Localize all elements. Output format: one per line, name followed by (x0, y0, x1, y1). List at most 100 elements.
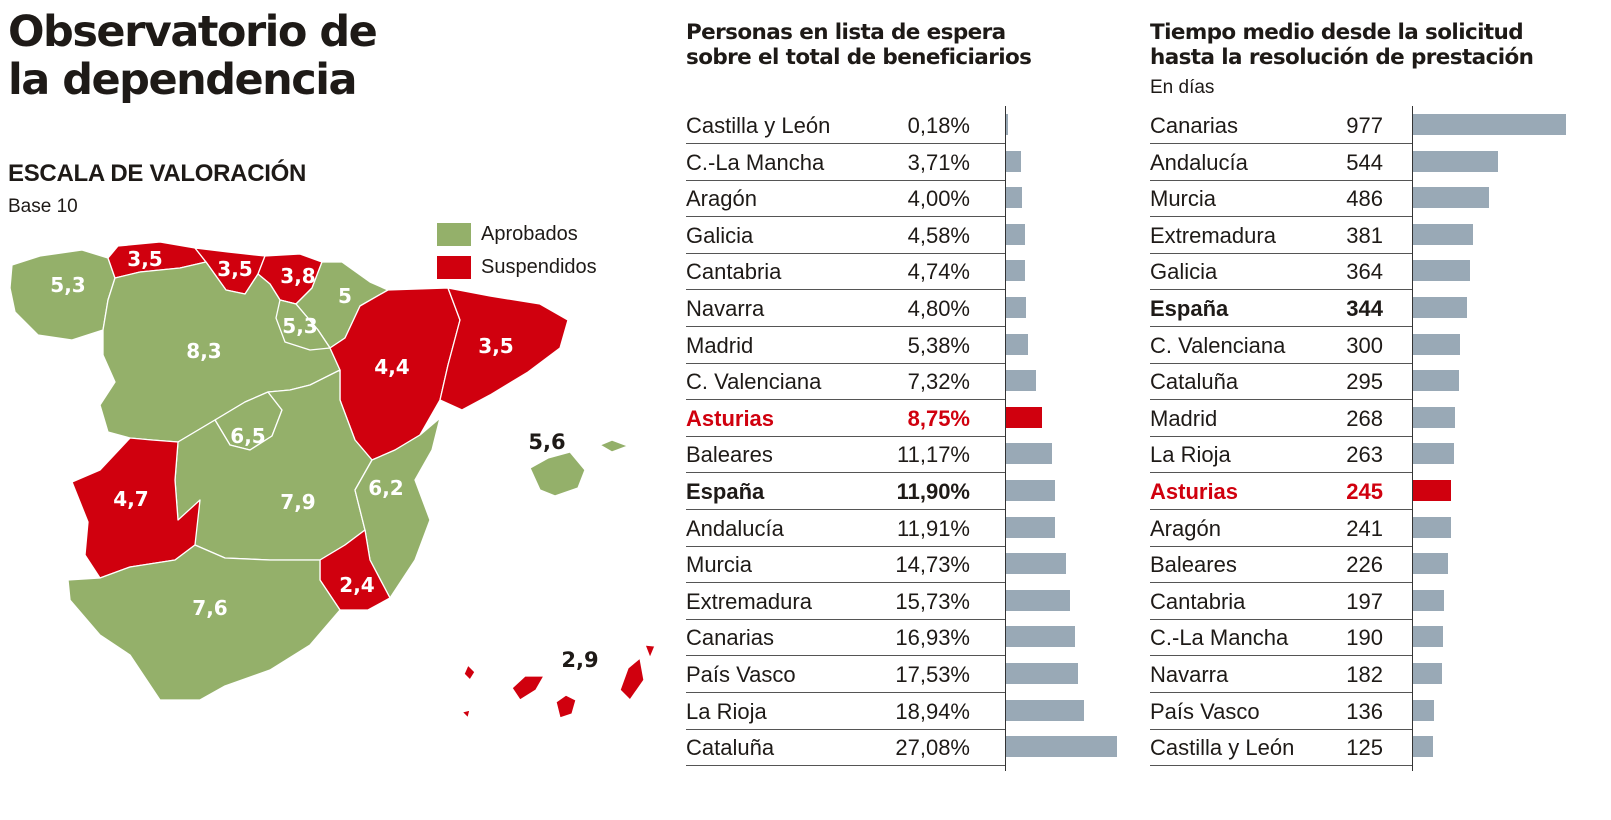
chart2-value-label: 241 (1346, 515, 1383, 541)
chart1-category-label: Aragón (686, 186, 757, 212)
chart2-value-label: 486 (1346, 186, 1383, 212)
chart2-value-label: 226 (1346, 552, 1383, 578)
chart2-row-la-rioja: La Rioja 263 (1150, 435, 1455, 474)
chart1-value-label: 5,38% (907, 332, 970, 358)
chart1-value-label: 16,93% (895, 625, 970, 651)
chart1-category-label: España (686, 479, 765, 504)
map-legend: Aprobados Suspendidos (437, 218, 597, 284)
chart2-value-label: 197 (1346, 588, 1383, 614)
chart2-bar-castilla-y-leon (1413, 736, 1433, 758)
chart2-row-c-valenciana: C. Valenciana 300 (1150, 326, 1460, 364)
chart1-bar-c-valenciana (1006, 370, 1036, 392)
chart2-value-label: 344 (1346, 296, 1383, 321)
chart1-value-label: 11,90% (896, 479, 970, 504)
region-label-c-valenciana: 6,2 (368, 476, 403, 500)
page-title-line2: la dependencia (8, 55, 358, 105)
chart1-row-cataluna: Cataluña 27,08% (686, 728, 1117, 767)
chart1-bar-pais-vasco (1006, 663, 1078, 684)
chart2-row-extremadura: Extremadura 381 (1150, 216, 1473, 254)
chart1-bar-la-rioja (1006, 699, 1084, 721)
chart1-category-label: Baleares (686, 442, 773, 468)
chart2-value-label: 136 (1346, 698, 1383, 724)
chart1-category-label: Cantabria (686, 259, 782, 285)
chart1-value-label: 14,73% (895, 552, 970, 578)
chart1-value-label: 27,08% (895, 735, 970, 761)
region-cataluna (439, 287, 569, 411)
chart2-value-label: 364 (1346, 259, 1383, 285)
chart1-row-castilla-y-leon: Castilla y León 0,18% (686, 106, 1008, 144)
chart2-bar-extremadura (1413, 223, 1473, 245)
chart2-row-pais-vasco: País Vasco 136 (1150, 692, 1435, 730)
chart2-category-label: Extremadura (1150, 222, 1276, 248)
chart2-category-label: Murcia (1150, 186, 1217, 212)
chart1-value-label: 11,91% (897, 515, 970, 541)
legend-label-aprobados: Aprobados (481, 223, 578, 245)
chart1-bar-aragon (1006, 187, 1023, 209)
chart1-bar-canarias (1006, 626, 1076, 648)
chart1-value-label: 17,53% (895, 662, 970, 687)
chart1-row-aragon: Aragón 4,00% (686, 179, 1023, 218)
chart2-bar-c-la-mancha (1413, 626, 1443, 648)
chart1-category-label: Galicia (686, 222, 754, 248)
chart2-row-andalucia: Andalucía 544 (1150, 143, 1499, 181)
chart2-bar-galicia (1413, 260, 1470, 282)
chart1-bar-extremadura (1006, 589, 1071, 611)
chart1-category-label: Canarias (686, 625, 775, 651)
chart1-bar-c-la-mancha (1006, 150, 1022, 172)
chart1-bar-baleares (1006, 443, 1052, 465)
chart2-row-aragon: Aragón 241 (1150, 509, 1451, 547)
chart1-row-canarias: Canarias 16,93% (686, 618, 1076, 657)
chart1-bar-cataluna (1006, 736, 1117, 758)
chart1-value-label: 4,74% (907, 259, 970, 285)
chart1-value-label: 18,94% (895, 698, 970, 724)
chart2-bar-asturias (1413, 480, 1452, 501)
chart2-bar-baleares (1413, 553, 1449, 575)
chart1-category-label: La Rioja (686, 698, 767, 724)
chart2-value-label: 190 (1346, 625, 1383, 651)
chart2-row-asturias: Asturias 245 (1150, 472, 1452, 510)
chart2-bar-aragon (1413, 516, 1451, 538)
chart2-bar-madrid (1413, 406, 1455, 428)
chart2-row-murcia: Murcia 486 (1150, 179, 1490, 218)
region-label-baleares: 5,6 (528, 430, 565, 454)
chart1-row-pais-vasco: País Vasco 17,53% (686, 655, 1078, 693)
region-label-navarra: 5 (338, 284, 352, 308)
chart2-value-label: 268 (1346, 405, 1383, 431)
chart1-row-extremadura: Extremadura 15,73% (686, 582, 1071, 620)
legend-label-suspendidos: Suspendidos (481, 256, 597, 278)
chart1-row-galicia: Galicia 4,58% (686, 216, 1025, 254)
chart1-bar-espana (1006, 480, 1055, 501)
chart2-category-label: Navarra (1150, 662, 1229, 687)
chart1-category-label: Cataluña (686, 735, 775, 761)
chart1-category-label: Extremadura (686, 588, 812, 614)
chart2-bar-canarias (1413, 114, 1566, 135)
chart2-category-label: Baleares (1150, 552, 1237, 578)
chart2-category-label: Galicia (1150, 259, 1218, 285)
region-baleares (529, 439, 629, 497)
chart2-row-cataluna: Cataluña 295 (1150, 362, 1460, 401)
chart2-bar-murcia (1413, 187, 1490, 209)
legend-swatch-aprobados (437, 223, 471, 246)
chart2-category-label: Asturias (1150, 479, 1239, 504)
chart2-category-label: Castilla y León (1150, 735, 1295, 761)
chart2-bar-espana (1413, 297, 1467, 318)
page-title-line1: Observatorio de (8, 7, 378, 57)
region-canarias (461, 644, 656, 719)
chart2-bar-la-rioja (1413, 443, 1455, 465)
chart2-title-line1: Tiempo medio desde la solicitud (1150, 20, 1524, 45)
region-label-andalucia: 7,6 (192, 596, 227, 620)
chart1-bar-asturias (1006, 406, 1042, 428)
chart1-value-label: 8,75% (907, 405, 970, 431)
chart1-bar-andalucia (1006, 516, 1055, 538)
region-label-extremadura: 4,7 (113, 487, 148, 511)
chart2-bar-cataluna (1413, 370, 1460, 392)
chart1-title-line2: sobre el total de beneficiarios (686, 45, 1032, 70)
region-andalucia (67, 544, 341, 701)
region-label-cataluna: 3,5 (478, 334, 513, 358)
chart2-category-label: C. Valenciana (1150, 332, 1286, 358)
chart2-row-baleares: Baleares 226 (1150, 545, 1449, 584)
chart2-title: Tiempo medio desde la solicitud hasta la… (1150, 20, 1534, 70)
chart2-category-label: País Vasco (1150, 698, 1260, 724)
chart1-category-label: Murcia (686, 552, 753, 578)
chart1-row-c-valenciana: C. Valenciana 7,32% (686, 362, 1036, 401)
